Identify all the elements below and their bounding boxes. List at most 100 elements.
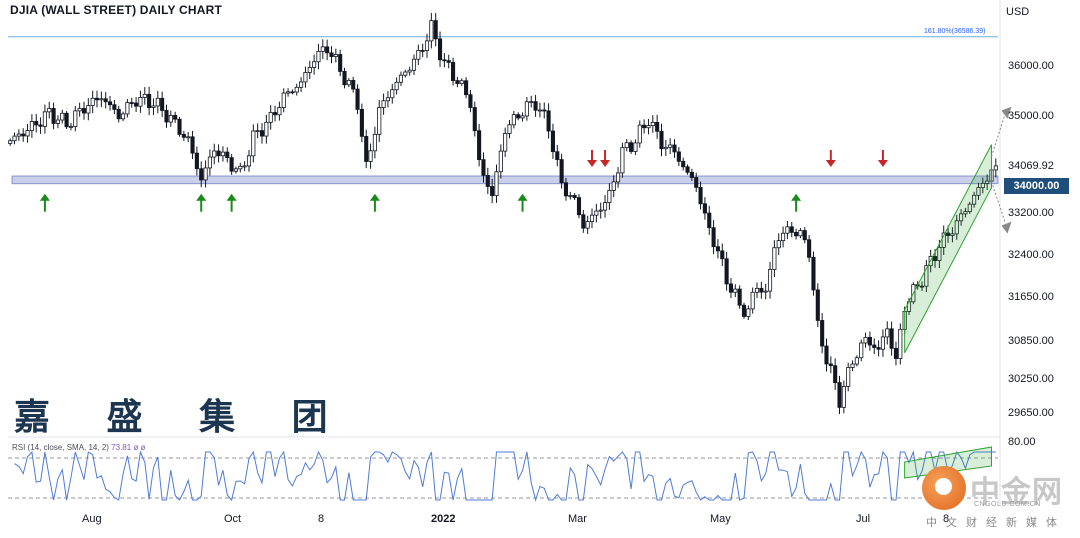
candle-body (177, 118, 182, 135)
resistance-arrow-down (587, 159, 598, 167)
candle-body (403, 71, 408, 76)
rsi-legend: RSI (14, close, SMA, 14, 2) 73.81 ø ø (12, 443, 145, 452)
candle-body (885, 328, 890, 338)
candle-body (103, 98, 108, 103)
candle-body (242, 165, 247, 168)
candle-body (663, 146, 668, 150)
candle-body (589, 214, 595, 222)
candle-body (286, 91, 291, 94)
candle-body (498, 150, 503, 173)
candle-body (138, 97, 143, 107)
candle-body (477, 130, 482, 161)
candle-body (959, 213, 964, 222)
candle-body (472, 107, 477, 132)
candle-body (833, 365, 838, 383)
candle-body (555, 151, 560, 160)
candle-body (637, 124, 642, 144)
candle-body (698, 186, 703, 205)
y-tick-label: 32400.00 (1008, 249, 1054, 261)
candle-body (368, 150, 373, 162)
candle-body (846, 367, 851, 387)
candle-body (346, 79, 351, 86)
candle-body (776, 240, 781, 249)
candle-body (867, 336, 872, 346)
candle-body (767, 269, 773, 292)
candle-body (181, 133, 186, 138)
zhongjin-logo-icon (922, 466, 966, 510)
candle-body (142, 93, 147, 98)
support-arrow-up (517, 193, 528, 201)
candle-body (537, 109, 542, 112)
candle-body (880, 336, 885, 350)
candle-body (941, 232, 946, 248)
candle-body (824, 345, 829, 365)
candle-body (494, 171, 499, 196)
candle-body (594, 210, 599, 216)
candle-body (90, 97, 95, 106)
candle-body (585, 221, 590, 229)
candle-body (598, 209, 603, 212)
fibonacci-label: 161.80%(36586.39) (924, 28, 986, 35)
candle-body (576, 197, 582, 216)
candle-body (963, 211, 968, 215)
projection-up-line (991, 112, 1006, 157)
candle-body (8, 140, 13, 144)
candle-body (889, 328, 894, 349)
candle-body (147, 93, 152, 108)
candle-body (550, 130, 555, 153)
x-tick-label: Oct (224, 513, 242, 525)
logo-watermark: 中金网 CNGOLD.COM.CN 中文财经新媒体 (920, 462, 1078, 534)
candle-body (520, 115, 525, 119)
candle-body (125, 102, 130, 115)
rsi-legend-flags: ø ø (133, 443, 146, 452)
candle-body (715, 246, 720, 252)
candle-body (94, 97, 100, 101)
candle-body (329, 52, 334, 57)
candle-body (781, 232, 786, 242)
candle-body (437, 38, 443, 61)
candle-body (173, 114, 178, 120)
candle-body (655, 121, 660, 132)
y-tick-label: 30250.00 (1008, 373, 1054, 385)
candle-body (451, 62, 456, 81)
candle-body (685, 166, 690, 173)
y-tick-label: 30850.00 (1008, 335, 1054, 347)
candle-body (468, 94, 473, 108)
candle-body (728, 283, 734, 293)
candle-body (407, 69, 412, 73)
candle-body (542, 109, 547, 112)
y-tick-label: 29650.00 (1008, 407, 1054, 419)
rsi-line (14, 450, 996, 502)
y-tick-label: 33200.00 (1008, 207, 1054, 219)
candle-body (898, 328, 903, 359)
candle-body (151, 105, 156, 108)
candle-body (116, 109, 121, 120)
candle-body (524, 101, 529, 117)
candle-body (307, 67, 312, 73)
candle-body (394, 81, 399, 91)
candle-body (681, 160, 686, 168)
resistance-arrow-down (877, 159, 888, 167)
candle-body (932, 256, 938, 261)
candle-body (272, 112, 278, 116)
projection-up-arrowhead (1001, 106, 1012, 119)
x-tick-label: Jul (856, 513, 871, 525)
candle-body (650, 121, 655, 126)
candle-body (763, 290, 768, 293)
candle-body (529, 101, 534, 103)
candle-body (121, 113, 126, 120)
candle-body (815, 289, 820, 321)
candle-body (967, 203, 972, 212)
candle-body (950, 233, 955, 236)
candle-body (68, 126, 74, 128)
x-tick-label: 2022 (431, 513, 456, 525)
candle-body (893, 347, 899, 359)
support-arrow-up (791, 193, 802, 201)
candle-body (707, 212, 712, 229)
x-tick-label: Mar (568, 513, 587, 525)
candle-body (34, 121, 39, 126)
last-price-label: 34069.92 (1008, 160, 1054, 172)
candle-body (746, 308, 751, 317)
